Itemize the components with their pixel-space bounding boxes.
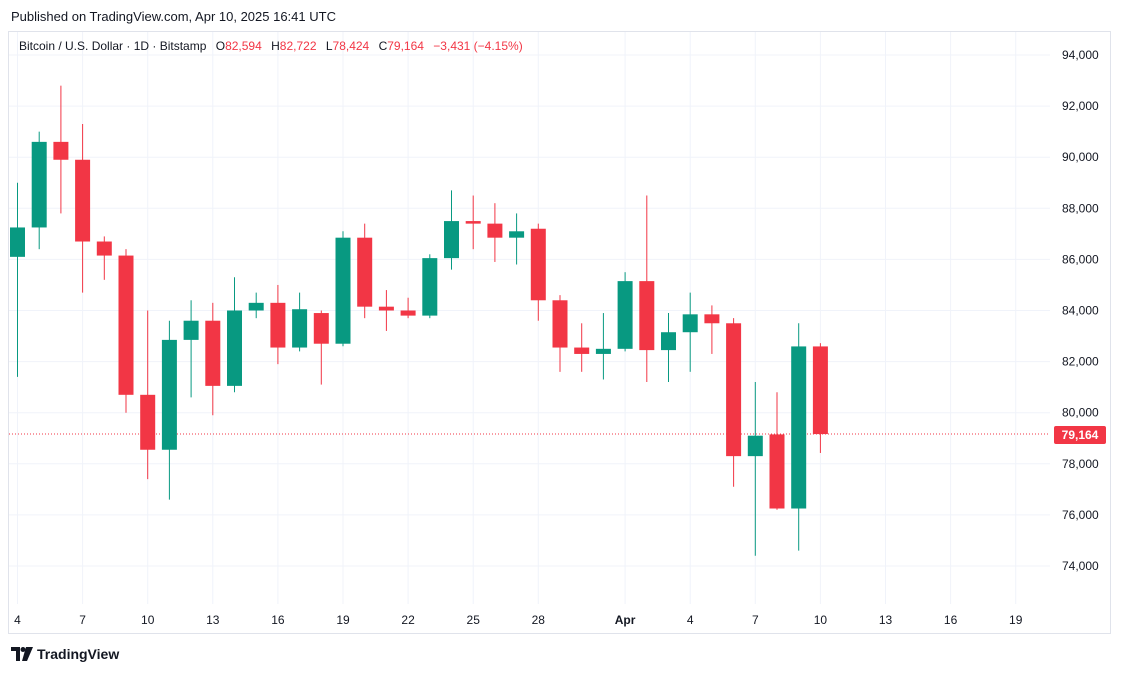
low-label: L bbox=[325, 39, 333, 53]
y-tick-label: 76,000 bbox=[1062, 508, 1099, 522]
y-tick-label: 84,000 bbox=[1062, 304, 1099, 318]
tradingview-logo[interactable]: TradingView bbox=[11, 646, 119, 662]
x-tick-label: 19 bbox=[336, 613, 350, 627]
candle-body bbox=[726, 323, 742, 457]
candle-body bbox=[357, 237, 373, 307]
open-value: 82,594 bbox=[225, 39, 262, 53]
candle-body bbox=[639, 281, 655, 351]
candle-body bbox=[378, 306, 394, 311]
x-tick-label: 16 bbox=[944, 613, 958, 627]
candle-body bbox=[530, 228, 546, 301]
x-tick-label: 4 bbox=[14, 613, 21, 627]
y-tick-label: 74,000 bbox=[1062, 559, 1099, 573]
x-tick-label: 19 bbox=[1009, 613, 1023, 627]
candle-body bbox=[552, 300, 568, 348]
candle-body bbox=[769, 434, 785, 509]
candle-body bbox=[791, 346, 807, 509]
chart-frame bbox=[8, 31, 1111, 634]
candle-body bbox=[617, 281, 633, 349]
x-tick-label: 13 bbox=[879, 613, 893, 627]
x-tick-label: 10 bbox=[141, 613, 155, 627]
symbol-name[interactable]: Bitcoin / U.S. Dollar · 1D · Bitstamp bbox=[19, 39, 207, 53]
candle-body bbox=[812, 346, 828, 435]
x-tick-label: 7 bbox=[79, 613, 86, 627]
candle-body bbox=[400, 310, 416, 316]
candle-body bbox=[661, 332, 676, 351]
candle-body bbox=[270, 302, 286, 348]
candle-body bbox=[509, 231, 525, 238]
candle-body bbox=[595, 348, 611, 354]
x-tick-label: 16 bbox=[271, 613, 285, 627]
open-label: O bbox=[215, 39, 226, 53]
y-tick-label: 86,000 bbox=[1062, 252, 1099, 266]
y-tick-label: 78,000 bbox=[1062, 457, 1099, 471]
tradingview-icon bbox=[11, 647, 33, 661]
candle-body bbox=[487, 223, 503, 238]
x-tick-label: 22 bbox=[401, 613, 415, 627]
candle-body bbox=[205, 320, 221, 386]
candle-body bbox=[183, 320, 199, 340]
candle-body bbox=[248, 302, 264, 311]
candle-body bbox=[682, 314, 698, 333]
low-value: 78,424 bbox=[332, 39, 370, 53]
candle-body bbox=[292, 309, 308, 348]
candle-body bbox=[422, 258, 438, 316]
y-tick-label: 90,000 bbox=[1062, 150, 1099, 164]
x-tick-label: 28 bbox=[532, 613, 546, 627]
candle-body bbox=[444, 221, 459, 259]
candle-body bbox=[75, 159, 91, 242]
y-tick-label: 94,000 bbox=[1062, 48, 1099, 62]
candle-body bbox=[161, 339, 177, 450]
x-tick-label: 7 bbox=[752, 613, 759, 627]
x-tick-label: Apr bbox=[615, 613, 636, 627]
candle-body bbox=[574, 347, 590, 354]
last-price-tag: 79,164 bbox=[1054, 426, 1106, 444]
high-value: 82,722 bbox=[279, 39, 317, 53]
x-tick-label: 10 bbox=[814, 613, 828, 627]
candle-body bbox=[313, 313, 329, 344]
candle-body bbox=[747, 435, 763, 457]
x-tick-label: 4 bbox=[687, 613, 694, 627]
candle-body bbox=[465, 221, 481, 224]
candle-body bbox=[118, 255, 134, 395]
y-tick-label: 80,000 bbox=[1062, 406, 1099, 420]
candle-body bbox=[227, 310, 242, 386]
close-label: C bbox=[378, 39, 388, 53]
published-caption: Published on TradingView.com, Apr 10, 20… bbox=[11, 9, 336, 24]
candle-body bbox=[335, 237, 351, 344]
high-label: H bbox=[271, 39, 280, 53]
candle-body bbox=[31, 141, 47, 228]
x-tick-label: 25 bbox=[467, 613, 481, 627]
change-value: −3,431 (−4.15%) bbox=[433, 39, 523, 53]
candle-body bbox=[704, 314, 720, 324]
y-tick-label: 92,000 bbox=[1062, 99, 1099, 113]
candle-body bbox=[140, 394, 156, 450]
brand-name: TradingView bbox=[37, 646, 120, 662]
y-tick-label: 82,000 bbox=[1062, 355, 1099, 369]
x-tick-label: 13 bbox=[206, 613, 220, 627]
candle-body bbox=[96, 241, 112, 256]
close-value: 79,164 bbox=[387, 39, 424, 53]
candle-body bbox=[10, 227, 25, 257]
candle-body bbox=[53, 141, 69, 160]
y-tick-label: 88,000 bbox=[1062, 201, 1099, 215]
symbol-legend: Bitcoin / U.S. Dollar · 1D · Bitstamp O8… bbox=[19, 39, 523, 53]
